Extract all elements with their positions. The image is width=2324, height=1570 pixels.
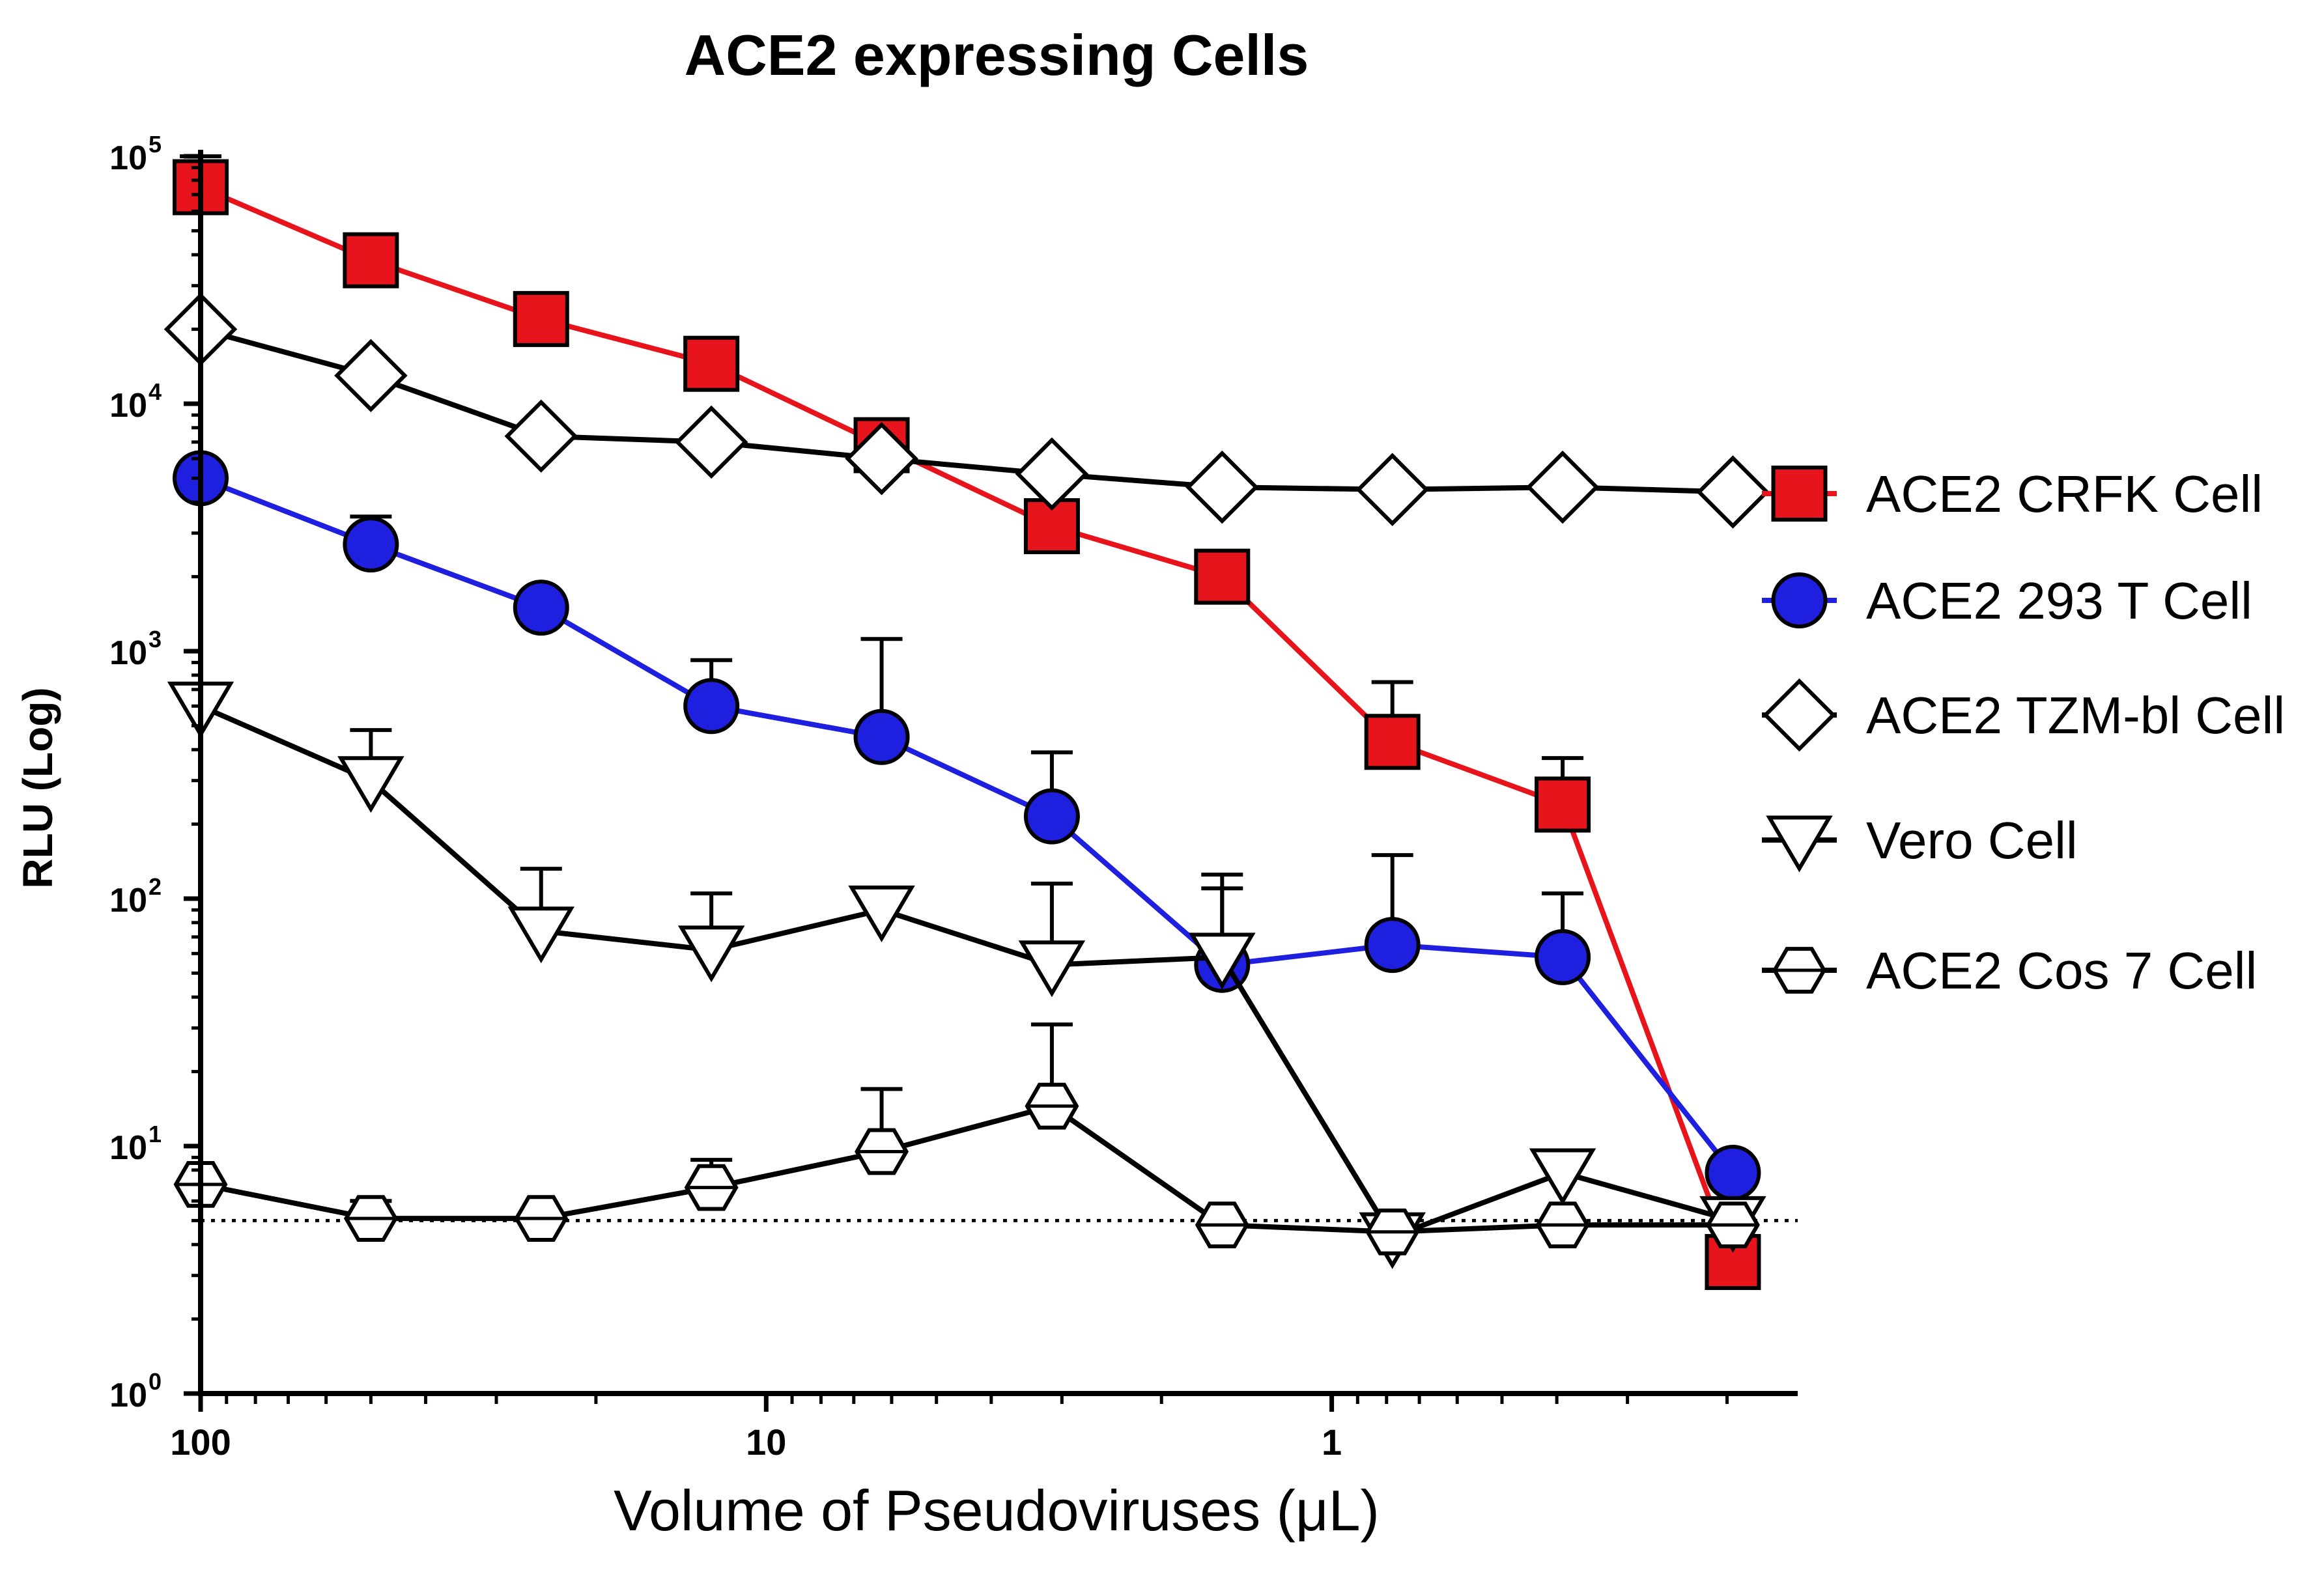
ace2-tzm-bl-cell-point: [1015, 437, 1089, 511]
vero-cell-line: [199, 703, 1734, 1240]
ace2-293-t-cell-point: [683, 678, 740, 735]
x-tick-label: 10: [746, 1422, 786, 1463]
legend-item-ace2-293-t-cell: ACE2 293 T Cell: [1762, 572, 2252, 630]
legend-marker: [1771, 572, 1828, 628]
y-tick-exponent: 3: [149, 626, 162, 652]
ace2-cos-7-cell-point: [1705, 1201, 1760, 1249]
legend-marker: [1772, 947, 1826, 994]
legend-item-ace2-crfk-cell: ACE2 CRFK Cell: [1762, 465, 2263, 523]
vero-cell-point: [677, 925, 745, 983]
x-tick-label: 1: [1322, 1422, 1342, 1463]
ace2-cos-7-cell-point: [855, 1128, 909, 1175]
x-axis-label: Volume of Pseudoviruses (μL): [614, 1478, 1380, 1543]
ace2-cos-7-cell-point: [1195, 1201, 1249, 1249]
legend: ACE2 CRFK Cell ACE2 293 T Cell ACE2 TZM-bl…: [1762, 465, 2285, 1000]
y-axis-label: RLU (Log): [14, 687, 61, 888]
x-tick-label: 100: [170, 1422, 231, 1463]
legend-item-ace2-cos-7-cell: ACE2 Cos 7 Cell: [1762, 942, 2257, 1000]
legend-label: ACE2 293 T Cell: [1866, 572, 2252, 630]
y-tick-label: 10 4: [109, 378, 162, 425]
ace2-293-t-cell-line: [199, 475, 1735, 1175]
legend-marker: [1766, 815, 1833, 873]
y-tick-base: 10: [109, 1129, 147, 1167]
y-tick-label: 10 5: [109, 131, 162, 177]
series-ace2-293-t-cell: [173, 450, 1761, 1201]
ace2-tzm-bl-cell-point: [1696, 455, 1770, 529]
ace2-tzm-bl-cell-point: [1185, 450, 1259, 524]
ace2-crfk-cell-point: [343, 232, 399, 288]
ace2-cos-7-cell-point: [684, 1164, 739, 1211]
legend-marker: [1763, 678, 1836, 752]
y-tick-base: 10: [109, 387, 147, 425]
ace2-crfk-cell-line: [199, 184, 1736, 1263]
series-ace2-tzm-bl-cell: [163, 292, 1770, 529]
ace2-cos-7-cell-point: [1535, 1201, 1590, 1249]
y-tick-label: 10 0: [109, 1368, 162, 1414]
ace2-tzm-bl-cell-point: [504, 399, 578, 473]
ace2-cos-7-cell-point: [514, 1195, 569, 1242]
y-tick-base: 10: [109, 882, 147, 919]
ace2-tzm-bl-cell-point: [674, 405, 748, 479]
ace2-293-t-cell-point: [1535, 929, 1591, 985]
vero-cell-point: [1189, 932, 1256, 990]
ace2-tzm-bl-cell-line: [199, 326, 1733, 495]
ace2-cos-7-cell-point: [1025, 1082, 1079, 1130]
y-tick-exponent: 4: [149, 378, 162, 405]
legend-label: Vero Cell: [1866, 811, 2078, 869]
vero-cell-point: [1529, 1148, 1596, 1205]
ace2-tzm-bl-cell-point: [1525, 450, 1600, 524]
y-tick-exponent: 0: [149, 1368, 162, 1395]
vero-cell-point: [337, 756, 404, 813]
series-vero-cell: [167, 681, 1766, 1269]
y-tick-base: 10: [109, 139, 147, 177]
ace2-cos-7-cell-point: [1365, 1208, 1420, 1255]
ace2-crfk-cell-point: [1023, 498, 1080, 555]
vero-cell-point: [507, 906, 575, 964]
ace2-crfk-cell-point: [1194, 548, 1251, 605]
y-tick-exponent: 1: [149, 1121, 162, 1147]
y-tick-label: 10 3: [109, 626, 162, 672]
ace2-293-t-cell-point: [1364, 917, 1421, 974]
ace2-293-t-cell-point: [513, 580, 569, 636]
ace2-293-t-cell-point: [853, 708, 910, 765]
y-tick-exponent: 2: [149, 873, 162, 900]
vero-cell-point: [848, 885, 915, 943]
ace2-293-t-cell-point: [1705, 1145, 1761, 1201]
y-tick-label: 10 2: [109, 873, 162, 919]
legend-item-vero-cell: Vero Cell: [1762, 811, 2078, 873]
legend-label: ACE2 CRFK Cell: [1866, 465, 2263, 523]
ace2-293-t-cell-point: [1023, 788, 1080, 845]
ace2-293-t-cell-point: [343, 516, 399, 573]
series-ace2-crfk-cell: [173, 154, 1761, 1291]
ace2-tzm-bl-cell-point: [1355, 453, 1429, 527]
y-tick-base: 10: [109, 1377, 147, 1414]
ace2-tzm-bl-cell-point: [334, 339, 408, 412]
ace2-cos-7-cell-line: [200, 1103, 1733, 1235]
legend-label: ACE2 Cos 7 Cell: [1866, 942, 2257, 1000]
y-tick-base: 10: [109, 634, 147, 672]
y-tick-label: 10 1: [109, 1121, 162, 1167]
y-tick-exponent: 5: [149, 131, 162, 158]
legend-label: ACE2 TZM-bl Cell: [1866, 686, 2285, 744]
ace2-cos-7-cell-point: [343, 1195, 398, 1242]
legend-item-ace2-tzm-bl-cell: ACE2 TZM-bl Cell: [1762, 678, 2285, 752]
ace2-crfk-cell-point: [513, 290, 569, 347]
chart-title: ACE2 expressing Cells: [685, 23, 1309, 87]
ace2-crfk-cell-point: [1364, 714, 1421, 770]
legend-marker: [1771, 466, 1828, 522]
ace2-crfk-cell-point: [683, 335, 740, 392]
vero-cell-point: [1018, 940, 1086, 998]
ace2-crfk-cell-point: [1535, 776, 1591, 833]
series-ace2-cos-7-cell: [173, 1022, 1760, 1255]
plot-area: [163, 154, 1798, 1291]
ace2-tzm-bl-cell-point: [845, 422, 918, 496]
